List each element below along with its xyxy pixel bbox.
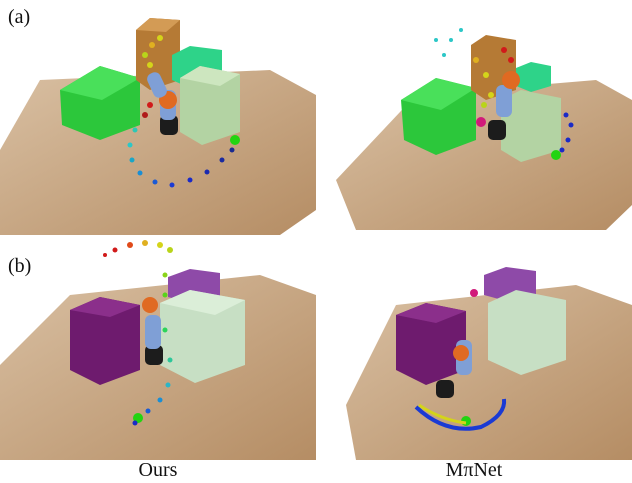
goal-sphere: [461, 416, 471, 426]
robot-joint: [142, 297, 158, 313]
pale-box: [180, 66, 240, 145]
robot-joint: [502, 71, 520, 89]
goal-sphere: [551, 150, 561, 160]
robot-base: [145, 345, 163, 365]
goal-sphere: [133, 413, 143, 423]
table: [0, 275, 316, 460]
pale-box: [501, 90, 561, 162]
mint-box: [160, 290, 245, 383]
panel-b-mpinet: [316, 235, 632, 460]
mint-box: [488, 290, 566, 375]
panel-b-ours: [0, 235, 316, 460]
trajectory: [127, 35, 235, 188]
teal-box: [516, 62, 551, 92]
scene-b-ours: [0, 240, 316, 460]
caption-mpinet: MπNet: [445, 459, 503, 481]
purple-box: [396, 303, 466, 385]
row-label-a: (a): [8, 6, 31, 28]
trajectory: [103, 240, 173, 426]
panel-a-ours: [0, 0, 316, 235]
row-label-b: (b): [8, 255, 32, 277]
goal-sphere: [230, 135, 240, 145]
robot-base: [436, 380, 454, 398]
trajectory: [414, 398, 507, 431]
scene-b-mpinet: [346, 267, 632, 460]
start-sphere: [476, 117, 486, 127]
trajectory: [434, 28, 574, 153]
scene-a-ours: [0, 18, 316, 235]
robot-link: [145, 315, 161, 349]
panel-a-mpinet: [316, 0, 632, 235]
robot-base: [160, 115, 178, 135]
start-sphere: [470, 289, 478, 297]
scene-a-mpinet: [336, 28, 632, 230]
brown-box: [136, 18, 180, 90]
robot-joint: [453, 345, 469, 361]
purple-box: [70, 297, 140, 385]
robot-base: [488, 120, 506, 140]
robot-link: [496, 85, 512, 117]
caption-ours: Ours: [138, 459, 178, 481]
